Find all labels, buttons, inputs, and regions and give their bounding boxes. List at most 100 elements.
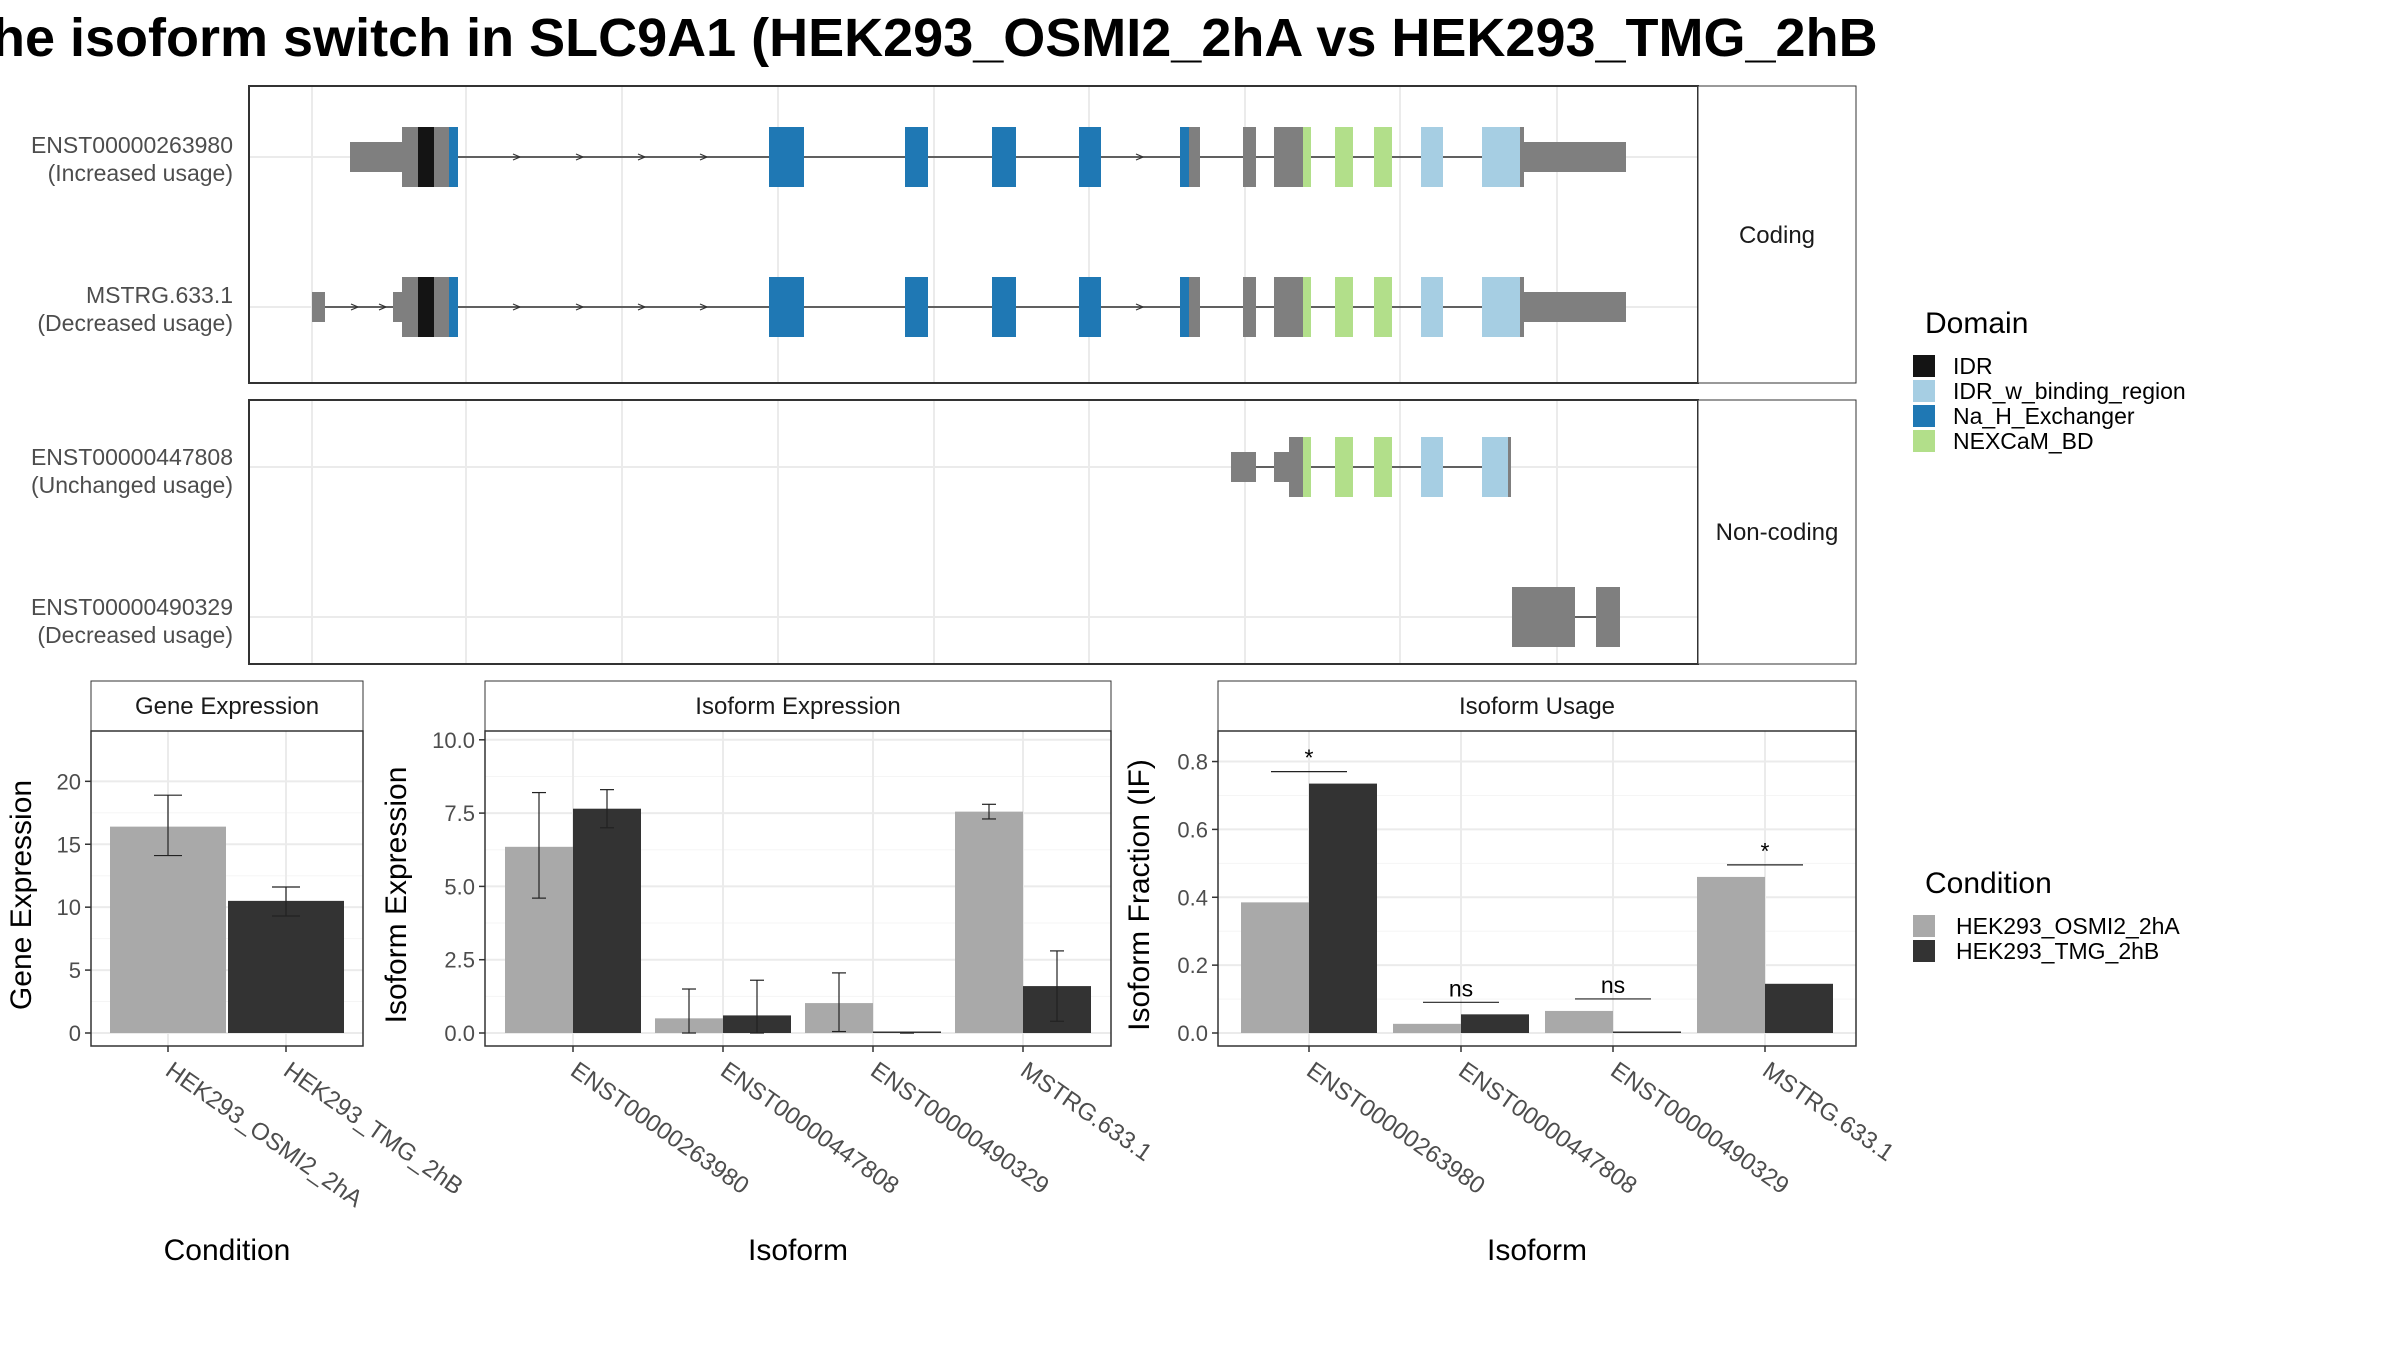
domain-legend-label: IDR_w_binding_region: [1953, 378, 2186, 404]
exon: [1520, 277, 1524, 337]
condition-legend-title: Condition: [1925, 867, 2052, 900]
y-tick-label: 7.5: [444, 801, 475, 826]
exon: [1303, 437, 1311, 497]
exon: [992, 127, 1016, 187]
exon: [992, 277, 1016, 337]
isoform-usage-enst263980: (Increased usage): [48, 160, 233, 186]
exon: [418, 277, 434, 337]
exon: [1303, 127, 1311, 187]
exon: [1421, 127, 1443, 187]
intron-direction-arrow: [350, 303, 360, 311]
exon: [1482, 127, 1520, 187]
exon: [1374, 127, 1392, 187]
exon: [449, 127, 458, 187]
exon: [350, 142, 402, 172]
exon: [1512, 587, 1575, 647]
intron-direction-arrow: [378, 303, 388, 311]
domain-legend-label: Na_H_Exchanger: [1953, 403, 2135, 429]
bar: [1309, 783, 1377, 1033]
exon: [1508, 437, 1511, 497]
exon: [1180, 277, 1189, 337]
bar: [228, 900, 344, 1033]
facet-label-noncoding: Non-coding: [1716, 519, 1839, 546]
exon: [1524, 142, 1626, 172]
bar: [573, 808, 641, 1033]
figure-title: he isoform switch in SLC9A1 (HEK293_OSMI…: [0, 8, 1878, 68]
structure-facet-noncoding-strip: [1697, 399, 1857, 665]
y-tick-label: 5.0: [444, 874, 475, 899]
exon: [312, 292, 325, 322]
significance-label: ns: [1449, 975, 1473, 1001]
isoform-usage-mstrg633: (Decreased usage): [37, 310, 233, 336]
exon: [434, 277, 449, 337]
plot-border: [484, 730, 1112, 1047]
exon: [393, 292, 402, 322]
isoform-usage-xlabel: Isoform: [1487, 1234, 1587, 1267]
domain-legend-swatch: [1913, 380, 1935, 402]
bar: [955, 811, 1023, 1033]
intron-direction-arrow: [512, 303, 522, 311]
isoform-usage-chart: Isoform Usage Isoform Isoform Fraction (…: [1123, 680, 1899, 1267]
exon: [1335, 277, 1353, 337]
plot-border: [1217, 730, 1857, 1047]
exon: [449, 277, 458, 337]
gene-expression-xlabel: Condition: [164, 1234, 291, 1267]
isoform-label-mstrg633: MSTRG.633.1: [86, 282, 233, 308]
y-tick-label: 0.8: [1177, 750, 1208, 775]
isoform-usage-enst490329: (Decreased usage): [37, 622, 233, 648]
exon: [1421, 277, 1443, 337]
y-tick-label: 20: [57, 769, 81, 794]
exon: [1520, 127, 1524, 187]
intron-direction-arrow: [1135, 303, 1145, 311]
domain-legend-swatch: [1913, 430, 1935, 452]
condition-legend-label: HEK293_OSMI2_2hA: [1956, 913, 2180, 939]
condition-legend-swatch: [1913, 915, 1935, 937]
condition-legend-label: HEK293_TMG_2hB: [1956, 938, 2159, 964]
exon: [1374, 437, 1392, 497]
exon: [905, 127, 928, 187]
domain-legend-label: IDR: [1953, 353, 1993, 379]
y-tick-label: 10.0: [432, 728, 475, 753]
exon: [1335, 437, 1353, 497]
intron-direction-arrow: [512, 153, 522, 161]
isoform-usage-title: Isoform Usage: [1459, 693, 1615, 720]
structure-facet-coding-transcripts: [312, 127, 1626, 337]
exon: [1189, 277, 1200, 337]
isoform-label-enst447808: ENST00000447808: [31, 444, 233, 470]
exon: [402, 277, 418, 337]
significance-label: *: [1761, 838, 1770, 864]
plot-border: [90, 730, 364, 1047]
bar: [1461, 1014, 1529, 1033]
intron-direction-arrow: [1135, 153, 1145, 161]
exon: [402, 127, 418, 187]
bar: [110, 826, 226, 1033]
isoform-usage-ylabel: Isoform Fraction (IF): [1123, 759, 1156, 1031]
exon: [1335, 127, 1353, 187]
bar: [1545, 1010, 1613, 1033]
y-tick-label: 0.4: [1177, 885, 1208, 910]
exon: [1243, 277, 1256, 337]
gene-expression-ylabel: Gene Expression: [5, 780, 38, 1010]
exon: [1180, 127, 1189, 187]
structure-facet-coding-background: [249, 86, 1698, 383]
bar: [1765, 983, 1833, 1033]
exon: [1303, 277, 1311, 337]
isoform-expression-xlabel: Isoform: [748, 1234, 848, 1267]
exon: [769, 277, 804, 337]
intron-direction-arrow: [575, 153, 585, 161]
y-tick-label: 0: [69, 1021, 81, 1046]
domain-legend-swatch: [1913, 355, 1935, 377]
exon: [434, 127, 449, 187]
structure-facet-noncoding-background: [249, 400, 1698, 664]
isoform-expression-strip: [484, 680, 1112, 732]
y-tick-label: 10: [57, 895, 81, 920]
isoform-usage-enst447808: (Unchanged usage): [31, 472, 233, 498]
exon: [1482, 437, 1508, 497]
y-tick-label: 0.0: [1177, 1021, 1208, 1046]
bar: [1241, 902, 1309, 1033]
y-tick-label: 0.6: [1177, 817, 1208, 842]
bar: [1613, 1031, 1681, 1033]
exon: [1596, 587, 1620, 647]
